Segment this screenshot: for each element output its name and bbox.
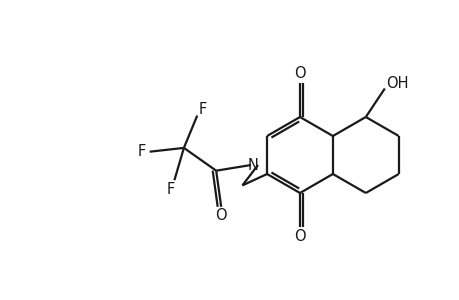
Text: N: N xyxy=(247,158,258,172)
Text: O: O xyxy=(294,66,305,81)
Text: F: F xyxy=(137,144,146,159)
Text: O: O xyxy=(215,208,227,223)
Text: OH: OH xyxy=(386,76,408,91)
Text: F: F xyxy=(199,102,207,117)
Text: F: F xyxy=(166,182,174,197)
Text: O: O xyxy=(294,229,305,244)
